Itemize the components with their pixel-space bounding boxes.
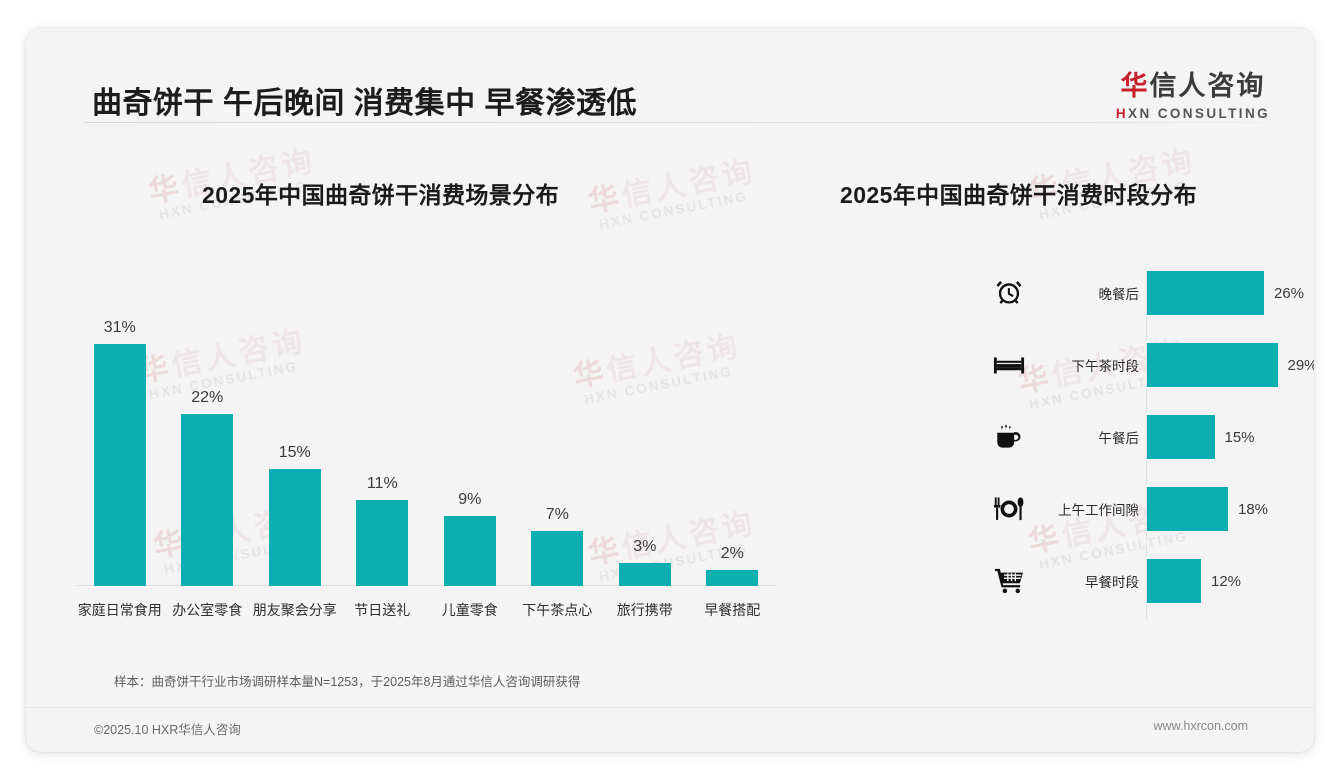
bar-group: 2% 早餐搭配: [689, 276, 777, 618]
bar-group: 9% 儿童零食: [426, 276, 514, 618]
bar-category-label: 节日送礼: [354, 602, 411, 618]
bar-value-label: 12%: [1211, 572, 1242, 590]
bar-category-label: 家庭日常食用: [77, 602, 162, 618]
vertical-bar-chart: 31% 家庭日常食用 22% 办公室零食 15% 朋友聚会分享 11% 节日送礼 9% 儿童零食 7…: [76, 276, 777, 618]
bar-rect[interactable]: [531, 531, 584, 586]
bar-value-label: 15%: [1224, 428, 1255, 446]
bar-group: 15% 朋友聚会分享: [251, 276, 339, 618]
bar-column: 2%: [689, 545, 777, 586]
bar-value-label: 26%: [1274, 284, 1305, 302]
bar-value-label: 2%: [720, 545, 744, 563]
plate-cutlery-icon: [992, 492, 1026, 526]
bar-rect[interactable]: [1147, 487, 1228, 531]
bar-value-label: 9%: [458, 490, 482, 508]
horizontal-bar-chart: 晚餐后 26% 下午茶时段 29% 午餐后 15% 上午工作间隙 18% 早餐时段 12%: [816, 268, 1314, 628]
slide-header: 曲奇饼干 午后晚间 消费集中 早餐渗透低 华信人咨询 HXN CONSULTIN…: [26, 28, 1314, 124]
bar-group: 22% 办公室零食: [164, 276, 252, 618]
page-title: 曲奇饼干 午后晚间 消费集中 早餐渗透低: [92, 87, 638, 120]
bar-value-label: 3%: [633, 537, 657, 555]
bar-category-label: 旅行携带: [616, 602, 673, 618]
alarm-clock-icon: [992, 276, 1026, 310]
bar-rect[interactable]: [706, 570, 759, 586]
bar-category-label: 午餐后: [1098, 431, 1140, 446]
slide-footer: ©2025.10 HXR华信人咨询 www.hxrcon.com: [26, 716, 1314, 740]
footer-divider: [26, 707, 1314, 708]
chart-panel-scenes: 2025年中国曲奇饼干消费场景分布 31% 家庭日常食用 22% 办公室零食 15% 朋友…: [52, 156, 792, 656]
bar-category-label: 晚餐后: [1098, 287, 1140, 302]
logo-en-rest: XN CONSULTING: [1128, 106, 1270, 121]
bar-rect[interactable]: [356, 500, 409, 586]
shopping-cart-icon: [992, 564, 1026, 598]
bar-row: 下午茶时段 29%: [816, 340, 1314, 390]
bar-value-label: 15%: [278, 444, 311, 461]
chart-panel-timeslots: 2025年中国曲奇饼干消费时段分布 晚餐后 26% 下午茶时段 29% 午餐后 15% 上午…: [796, 156, 1314, 656]
bar-group: 3% 旅行携带: [601, 276, 689, 618]
bar-value-label: 18%: [1238, 500, 1269, 518]
chart-baseline: [76, 585, 776, 586]
bar-column: 22%: [164, 389, 252, 586]
bar-column: 31%: [76, 319, 164, 586]
chart-title-scenes: 2025年中国曲奇饼干消费场景分布: [202, 182, 559, 208]
logo-cn-rest: 信人咨询: [1149, 71, 1266, 101]
bar-column: 7%: [514, 506, 602, 586]
bar-column: 3%: [601, 538, 689, 586]
bar-value-label: 7%: [545, 506, 569, 524]
bar-category-label: 早餐搭配: [704, 602, 761, 618]
bar-rect[interactable]: [93, 344, 146, 586]
bar-rect[interactable]: [1147, 271, 1264, 315]
bar-rect[interactable]: [1147, 559, 1201, 603]
bar-row: 早餐时段 12%: [816, 556, 1286, 606]
chart-title-timeslots: 2025年中国曲奇饼干消费时段分布: [840, 182, 1197, 208]
bar-rect[interactable]: [1147, 415, 1215, 459]
chart-axis-line: [1146, 268, 1147, 620]
bar-category-label: 办公室零食: [172, 602, 243, 618]
bar-category-label: 下午茶时段: [1071, 359, 1140, 374]
brand-logo: 华信人咨询 HXN CONSULTING: [1116, 64, 1270, 121]
bar-category-label: 上午工作间隙: [1058, 503, 1139, 518]
bar-column: 11%: [339, 475, 427, 586]
bar-rect[interactable]: [618, 562, 671, 586]
copyright-text: ©2025.10 HXR华信人咨询: [94, 723, 241, 737]
website-url: www.hxrcon.com: [1153, 719, 1248, 733]
bar-category-label: 儿童零食: [441, 602, 498, 618]
bar-category-label: 朋友聚会分享: [252, 602, 337, 618]
bar-group: 31% 家庭日常食用: [76, 276, 164, 618]
bar-value-label: 11%: [366, 475, 398, 493]
bed-icon: [992, 348, 1026, 382]
bar-group: 7% 下午茶点心: [514, 276, 602, 618]
bar-value-label: 29%: [1287, 356, 1315, 374]
bar-value-label: 31%: [103, 319, 136, 337]
slide-canvas: 华信人咨询 HXN CONSULTING 华信人咨询 HXN CONSULTIN…: [26, 28, 1314, 752]
bar-row: 午餐后 15%: [816, 412, 1286, 462]
coffee-cup-icon: [992, 420, 1026, 454]
bar-group: 11% 节日送礼: [339, 276, 427, 618]
bar-row: 上午工作间隙 18%: [816, 484, 1286, 534]
bar-category-label: 早餐时段: [1085, 575, 1139, 590]
bar-row: 晚餐后 26%: [816, 268, 1304, 318]
bar-category-label: 下午茶点心: [522, 602, 593, 618]
bar-value-label: 22%: [191, 389, 224, 407]
bar-rect[interactable]: [268, 469, 321, 586]
sample-footnote: 样本：曲奇饼干行业市场调研样本量N=1253，于2025年8月通过华信人咨询调研…: [114, 675, 581, 689]
bar-rect[interactable]: [443, 515, 496, 586]
logo-cn-red: 华: [1120, 71, 1150, 101]
bar-rect[interactable]: [181, 414, 234, 586]
logo-en-red: H: [1115, 106, 1129, 121]
bar-column: 9%: [426, 491, 514, 586]
bar-rect[interactable]: [1147, 343, 1278, 387]
bar-column: 15%: [251, 444, 339, 586]
header-divider: [84, 122, 1270, 123]
